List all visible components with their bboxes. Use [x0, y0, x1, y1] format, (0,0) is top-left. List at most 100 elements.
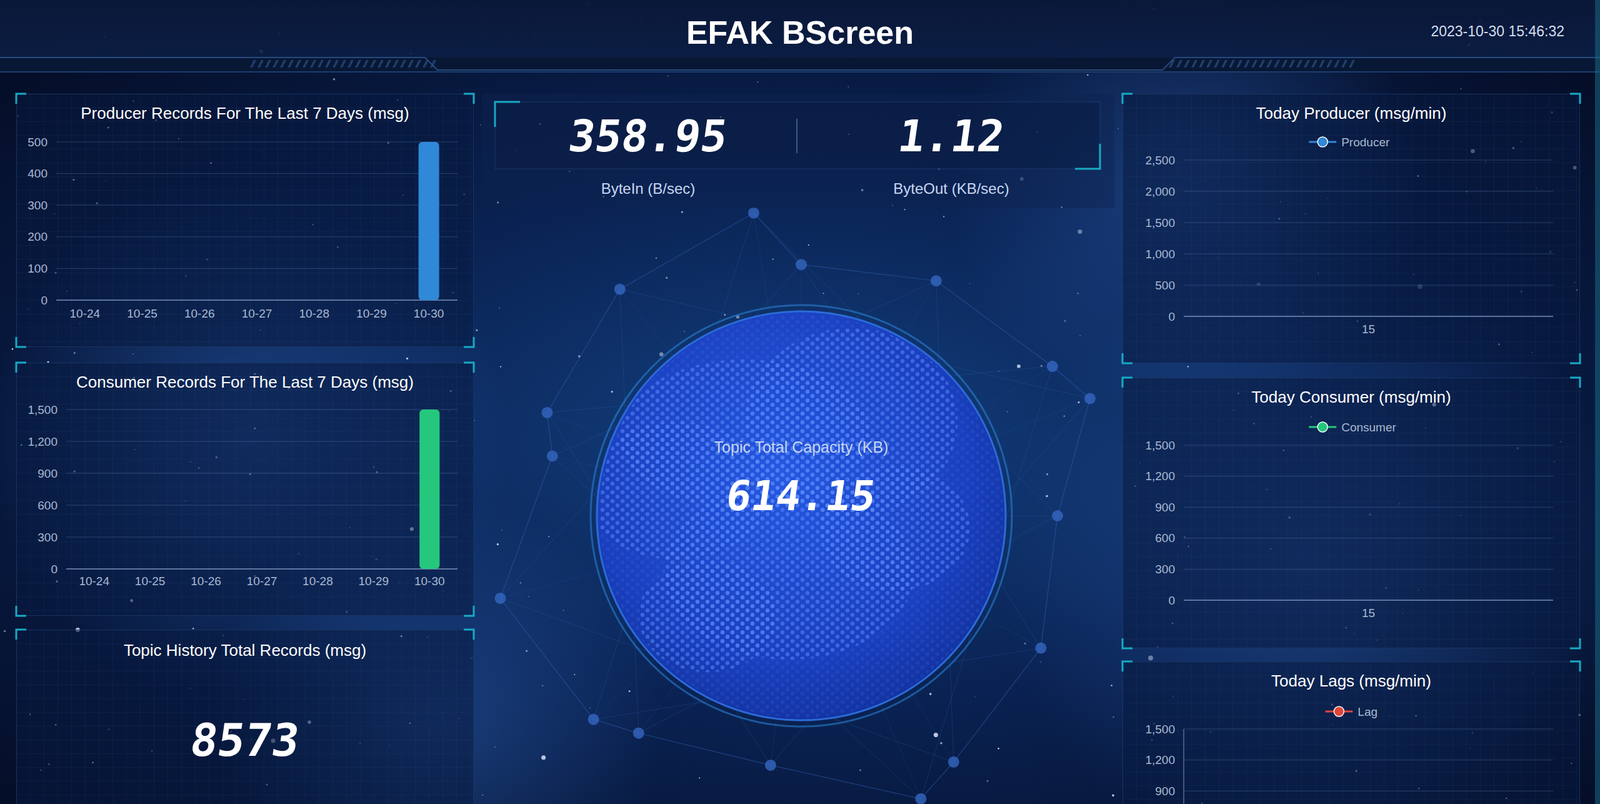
y-tick-label: 1,200 [1145, 753, 1175, 767]
bar [131, 300, 153, 301]
header-outline [0, 57, 1600, 70]
star [1086, 74, 1089, 76]
y-tick-label: 300 [27, 198, 48, 212]
network-node [748, 207, 760, 219]
star [563, 610, 564, 611]
header-hatch [1281, 60, 1288, 68]
header-hatch [1221, 60, 1228, 68]
chart-title: Consumer Records For The Last 7 Days (ms… [76, 372, 414, 392]
network-link [1052, 366, 1090, 399]
panel-grid [1122, 661, 1580, 804]
panel-bg [16, 362, 474, 616]
y-tick-label: 0 [1168, 593, 1175, 607]
star [480, 124, 481, 125]
bar [251, 568, 272, 570]
header-hatch [287, 60, 294, 68]
grid-line [1183, 475, 1554, 477]
star [475, 329, 478, 332]
y-tick-label: 1,500 [1145, 722, 1175, 736]
header-bar [0, 0, 1600, 72]
stat-label: ByteIn (B/sec) [601, 180, 696, 197]
star [1006, 411, 1009, 413]
y-axis-line [1183, 728, 1185, 804]
star [1077, 292, 1079, 294]
x-tick-label: 10-29 [356, 306, 387, 320]
grid-line [1183, 285, 1554, 286]
header-hatch [400, 60, 407, 68]
plot-area [419, 409, 440, 569]
network-link [500, 598, 594, 720]
y-tick-label: 600 [37, 498, 58, 512]
globe-grid [596, 311, 1006, 720]
screen: EFAK BScreen2023-10-30 15:46:32Topic Tot… [0, 0, 1600, 804]
header-hatch [1266, 60, 1273, 68]
chart-title: Producer Records For The Last 7 Days (ms… [80, 103, 409, 123]
y-tick-label: 400 [27, 166, 48, 180]
y-tick-label: 0 [50, 562, 58, 576]
header-hatch [280, 60, 287, 68]
panel-grid [16, 93, 474, 347]
grid-line [1183, 728, 1554, 730]
star [1187, 365, 1189, 367]
grid-line [1183, 160, 1554, 161]
x-tick-label: 10-25 [135, 574, 166, 588]
network-node [546, 450, 559, 462]
legend-marker [1317, 136, 1328, 147]
globe-ring [590, 305, 1012, 727]
star [541, 755, 546, 760]
plot-area [418, 141, 440, 300]
header-hatch [317, 60, 324, 68]
edge-accent [1595, 0, 1600, 804]
star [1016, 364, 1021, 369]
y-tick-label: 1,200 [1145, 469, 1175, 483]
bar [303, 300, 325, 301]
header-hatch [1236, 60, 1243, 68]
network-node [1035, 642, 1047, 654]
legend-item: Consumer [1308, 420, 1397, 434]
network-node [1046, 360, 1059, 372]
header-band [0, 57, 1600, 72]
legend-marker [1317, 421, 1328, 432]
star [859, 769, 861, 771]
header-hatch [362, 60, 369, 68]
panel-bg [1122, 377, 1580, 649]
network-link [770, 765, 921, 799]
grid-line [1183, 600, 1554, 601]
x-tick-label: 10-29 [358, 574, 390, 588]
grid-line [66, 441, 458, 442]
network-node [633, 727, 645, 739]
y-tick-label: 900 [37, 466, 58, 480]
bar [189, 300, 210, 301]
grid-line [1183, 506, 1554, 508]
x-tick-label: 10-27 [246, 574, 278, 588]
panel-border [16, 630, 474, 804]
star [1040, 661, 1042, 663]
y-tick-label: 100 [27, 261, 48, 275]
x-axis-line [1183, 315, 1554, 317]
stats-band [481, 93, 1115, 209]
legend-marker [1333, 706, 1344, 717]
header-hatch [422, 60, 429, 68]
star [724, 314, 726, 316]
bar [140, 568, 160, 570]
y-tick-label: 1,500 [1145, 216, 1175, 230]
star [904, 208, 906, 210]
y-tick-label: 1,500 [1145, 438, 1175, 452]
stat-value: 358.95 [565, 110, 731, 162]
grid-line [1183, 191, 1554, 192]
star [655, 256, 658, 259]
stats-divider [796, 118, 798, 154]
network-link [1057, 398, 1090, 516]
star [406, 357, 409, 360]
network-node [614, 283, 626, 295]
bar [195, 568, 216, 570]
grid-line [56, 141, 458, 143]
header-hatch [1288, 60, 1295, 68]
star [969, 283, 971, 285]
x-tick-label: 10-26 [190, 574, 222, 588]
star [667, 75, 669, 77]
y-tick-label: 600 [1155, 531, 1175, 545]
corner-bracket [1122, 93, 1580, 364]
panel-bg [1122, 661, 1580, 804]
y-tick-label: 900 [1155, 784, 1175, 798]
